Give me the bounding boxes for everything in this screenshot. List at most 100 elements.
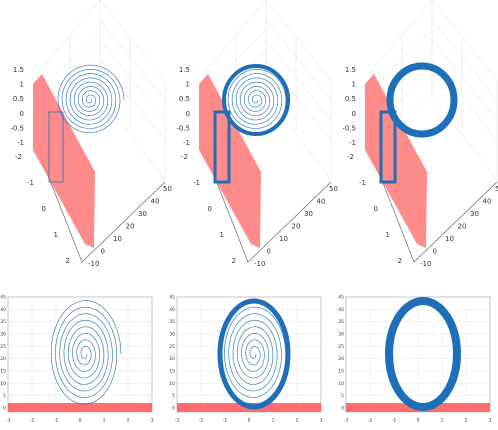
y-tick-label: 5 xyxy=(495,185,498,193)
trajectory xyxy=(50,300,122,405)
z-tick-label: -0.5 xyxy=(342,124,356,132)
x-tick-label: -3 xyxy=(6,418,11,424)
y-tick-label: -10 xyxy=(254,260,265,268)
x-tick-label: -1 xyxy=(223,418,228,424)
plane-band xyxy=(8,403,152,412)
x-tick-label: 1 xyxy=(272,418,275,424)
trajectory-ring xyxy=(385,297,461,411)
z-tick-label: -0.5 xyxy=(10,124,24,132)
y-tick-label: 15 xyxy=(169,369,175,375)
x-tick-label: 0 xyxy=(374,205,378,213)
x-tick-label: -2 xyxy=(30,418,35,424)
x-tick-label: -3 xyxy=(344,418,349,424)
grid-line xyxy=(265,94,332,181)
y-tick-label: 5 xyxy=(172,393,175,399)
y-tick-label: 10 xyxy=(0,381,6,387)
y-tick-label: 35 xyxy=(169,319,175,325)
x-tick-label: 3 xyxy=(320,418,323,424)
z-tick-label: 0 xyxy=(186,110,190,118)
y-tick-label: 40 xyxy=(169,307,175,313)
x-tick-label: 0 xyxy=(248,418,251,424)
x-tick-label: -2 xyxy=(347,153,354,161)
y-tick-label: 20 xyxy=(169,356,175,362)
y-tick-label: 25 xyxy=(338,344,344,350)
trajectory xyxy=(57,64,125,134)
z-tick-label: 1 xyxy=(186,81,190,89)
x-tick-label: 2 xyxy=(232,257,236,265)
z-tick-label: 1 xyxy=(20,81,24,89)
y-tick-label: 10 xyxy=(113,235,122,243)
trajectory-ring xyxy=(222,64,290,136)
y-tick-label: 0 xyxy=(267,248,271,256)
y-tick-label: 50 xyxy=(329,185,338,193)
grid-line xyxy=(431,0,498,81)
trajectory-band xyxy=(213,110,231,184)
plane xyxy=(33,74,95,248)
x-tick-label: 0 xyxy=(208,205,212,213)
y-tick-label: 0 xyxy=(341,406,344,412)
grid-line xyxy=(265,0,332,81)
x-tick-label: -1 xyxy=(54,418,59,424)
x-tick-label: 3 xyxy=(151,418,154,424)
y-tick-label: 10 xyxy=(445,235,454,243)
y-tick-label: 20 xyxy=(0,356,6,362)
grid-line xyxy=(431,39,498,121)
y-tick-label: -10 xyxy=(88,260,99,268)
x-tick-label: 1 xyxy=(103,418,106,424)
z-tick-label: -1 xyxy=(17,139,24,147)
y-tick-label: 10 xyxy=(279,235,288,243)
x-tick-label: 0 xyxy=(79,418,82,424)
grid-line xyxy=(265,39,332,121)
y-tick-label: 5 xyxy=(341,393,344,399)
y-tick-label: 15 xyxy=(0,369,6,375)
y-tick-label: 40 xyxy=(338,307,344,313)
x-tick-label: 1 xyxy=(220,231,224,239)
y-tick-label: 20 xyxy=(126,223,135,231)
grid-line xyxy=(99,59,166,141)
trajectory-ring xyxy=(386,62,458,138)
y-tick-label: 30 xyxy=(169,332,175,338)
x-tick-label: 2 xyxy=(296,418,299,424)
y-tick-label: 50 xyxy=(163,185,172,193)
x-tick-label: -2 xyxy=(15,153,22,161)
trajectory xyxy=(223,64,291,134)
grid-line xyxy=(431,94,498,181)
y-tick-label: 30 xyxy=(138,210,147,218)
x-tick-label: 2 xyxy=(127,418,130,424)
x-tick-label: 3 xyxy=(489,418,492,424)
z-tick-label: 0.5 xyxy=(345,95,356,103)
y-tick-label: 20 xyxy=(338,356,344,362)
axis-line xyxy=(39,154,166,263)
y-tick-label: 20 xyxy=(458,223,467,231)
x-tick-label: 1 xyxy=(54,231,58,239)
grid-line xyxy=(39,29,101,91)
z-tick-label: 0.5 xyxy=(13,95,24,103)
y-tick-label: 30 xyxy=(304,210,313,218)
x-tick-label: -2 xyxy=(181,153,188,161)
z-tick-label: 0.5 xyxy=(179,95,190,103)
z-tick-label: 1.5 xyxy=(179,66,190,74)
y-tick-label: 30 xyxy=(338,332,344,338)
x-tick-label: 2 xyxy=(465,418,468,424)
x-tick-label: 1 xyxy=(386,231,390,239)
y-tick-label: 0 xyxy=(172,406,175,412)
x-tick-label: 0 xyxy=(42,205,46,213)
y-tick-label: 0 xyxy=(101,248,105,256)
z-tick-label: -1 xyxy=(183,139,190,147)
x-tick-label: -2 xyxy=(199,418,204,424)
trajectory-ring xyxy=(217,298,291,410)
y-tick-label: 0 xyxy=(3,406,6,412)
y-tick-label: -10 xyxy=(420,260,431,268)
grid-line xyxy=(99,0,166,81)
y-tick-label: 30 xyxy=(0,332,6,338)
y-tick-label: 40 xyxy=(483,198,492,206)
y-tick-label: 10 xyxy=(338,381,344,387)
grid-line xyxy=(371,29,433,91)
grid-line xyxy=(431,19,498,101)
y-tick-label: 40 xyxy=(317,198,326,206)
y-tick-label: 20 xyxy=(292,223,301,231)
z-tick-label: -0.5 xyxy=(176,124,190,132)
